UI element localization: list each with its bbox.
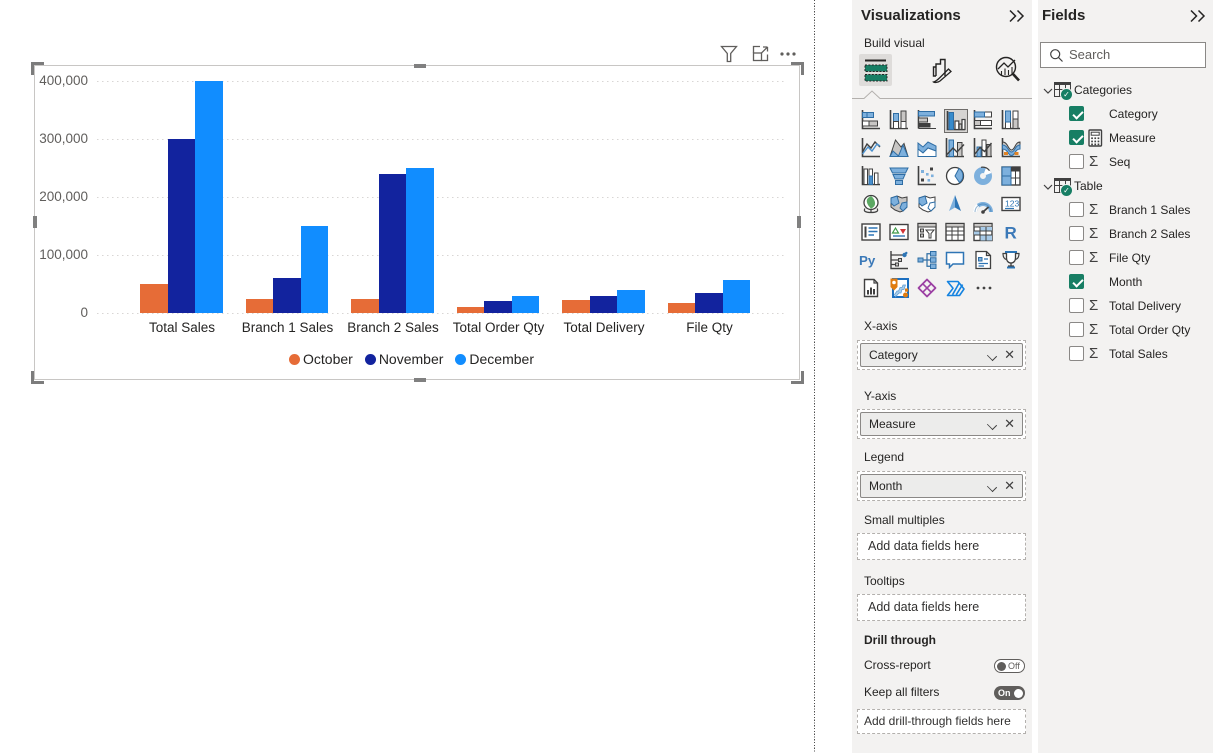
svg-text:Py: Py [859,253,876,268]
svg-text:R: R [1005,224,1017,243]
svg-text:123: 123 [1005,199,1019,209]
